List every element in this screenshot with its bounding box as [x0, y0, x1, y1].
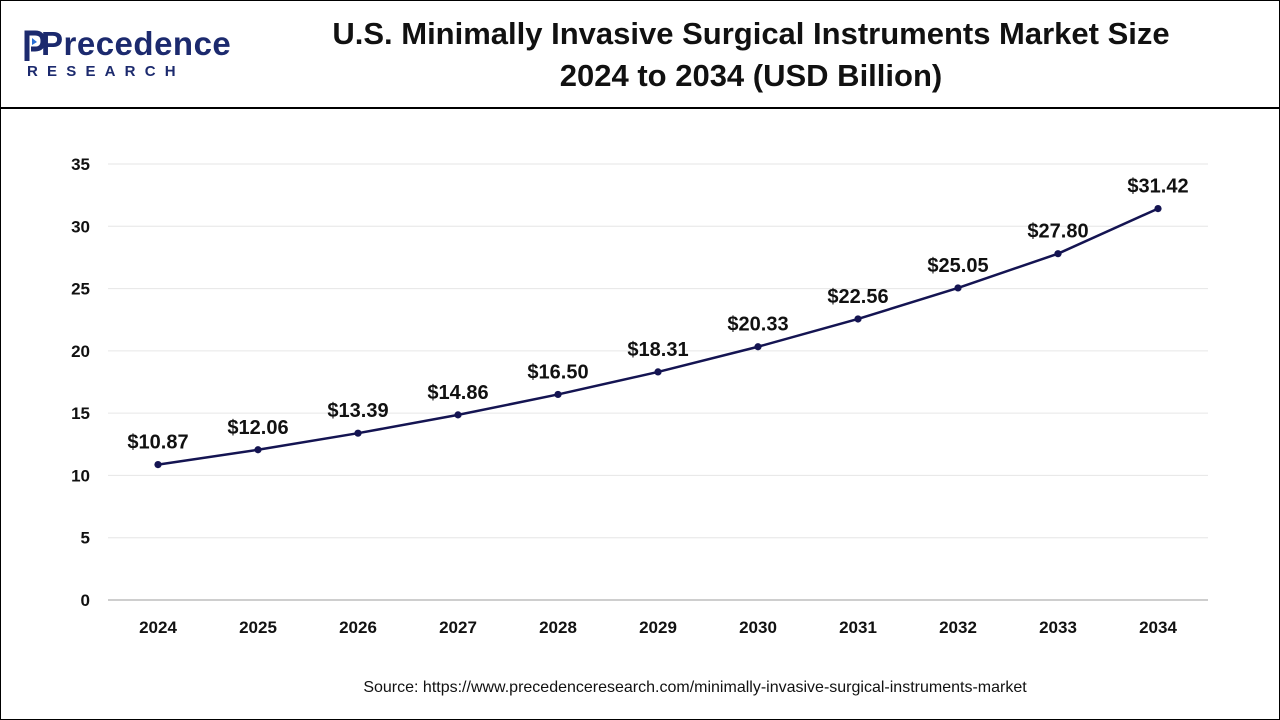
y-tick-label: 25	[71, 280, 90, 299]
y-tick-label: 5	[81, 529, 90, 548]
y-tick-label: 10	[71, 466, 90, 485]
data-label: $18.31	[627, 339, 688, 361]
series-line	[158, 209, 1158, 465]
logo-word: Precedence	[41, 25, 231, 63]
data-point	[454, 411, 461, 418]
data-point	[1054, 250, 1061, 257]
data-point	[554, 391, 561, 398]
data-point	[754, 343, 761, 350]
y-tick-label: 35	[71, 155, 90, 174]
data-point	[354, 430, 361, 437]
x-tick-label: 2027	[439, 618, 477, 637]
data-point	[254, 446, 261, 453]
chart-title-line-1: U.S. Minimally Invasive Surgical Instrum…	[301, 13, 1201, 55]
x-tick-label: 2030	[739, 618, 777, 637]
x-tick-label: 2034	[1139, 618, 1177, 637]
data-point	[954, 284, 961, 291]
y-tick-label: 20	[71, 342, 90, 361]
data-label: $16.50	[527, 361, 588, 383]
logo-subtitle: RESEARCH	[27, 63, 185, 80]
x-tick-label: 2025	[239, 618, 277, 637]
source-text: Source: https://www.precedenceresearch.c…	[363, 679, 1026, 696]
y-tick-label: 15	[71, 404, 90, 423]
chart-title-line-2: 2024 to 2034 (USD Billion)	[301, 55, 1201, 97]
data-label: $27.80	[1027, 221, 1088, 243]
y-tick-label: 0	[81, 591, 90, 610]
data-label: $12.06	[227, 417, 288, 439]
x-tick-label: 2028	[539, 618, 577, 637]
x-tick-label: 2033	[1039, 618, 1077, 637]
data-point	[654, 368, 661, 375]
data-label: $14.86	[427, 382, 488, 404]
chart-title: U.S. Minimally Invasive Surgical Instrum…	[301, 13, 1201, 97]
data-label: $20.33	[727, 314, 788, 336]
y-tick-label: 30	[71, 217, 90, 236]
brand-logo: Precedence RESEARCH	[23, 25, 223, 85]
data-label: $13.39	[327, 400, 388, 422]
x-tick-label: 2029	[639, 618, 677, 637]
x-tick-label: 2024	[139, 618, 177, 637]
data-point	[854, 315, 861, 322]
data-label: $22.56	[827, 286, 888, 308]
source-note: Source: https://www.precedenceresearch.c…	[0, 679, 1280, 697]
header: Precedence RESEARCH U.S. Minimally Invas…	[1, 1, 1279, 109]
data-label: $25.05	[927, 255, 988, 277]
data-label: $10.87	[127, 432, 188, 454]
x-tick-label: 2031	[839, 618, 877, 637]
x-tick-label: 2026	[339, 618, 377, 637]
x-tick-label: 2032	[939, 618, 977, 637]
data-point	[154, 461, 161, 468]
data-label: $31.42	[1127, 176, 1188, 198]
data-point	[1154, 205, 1161, 212]
